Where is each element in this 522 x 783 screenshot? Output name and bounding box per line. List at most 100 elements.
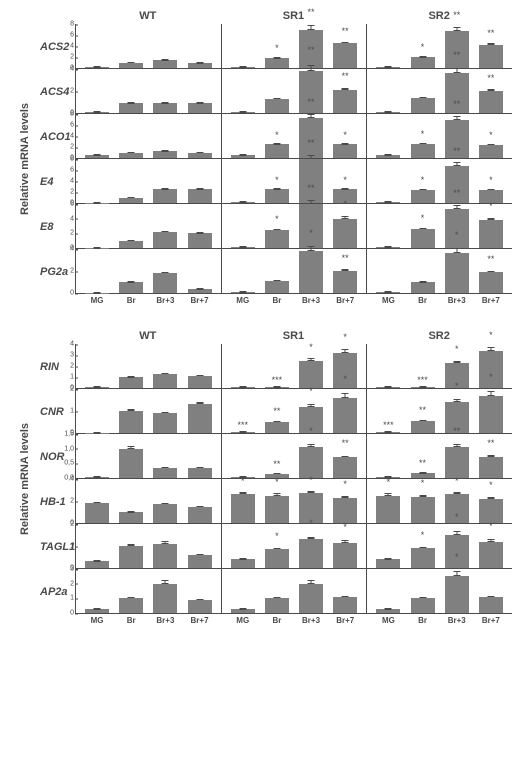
bar: * [411,497,435,523]
x-tick-label: Br+7 [330,616,360,625]
y-tick: 3 [60,352,74,359]
bar [188,600,212,613]
bar [85,609,109,613]
bar-subplot: 01234 [75,344,221,389]
bar [119,153,143,159]
x-tick-label: Br+3 [296,296,326,305]
bar [85,477,109,478]
significance-marker: ** [342,254,349,263]
significance-marker: ** [453,147,460,156]
bar-subplot: **** [366,69,512,114]
x-tick-label: MG [228,616,258,625]
y-tick: 4 [60,133,74,140]
significance-marker: * [309,427,313,436]
bar: *** [411,387,435,388]
bar [376,247,400,248]
bar-subplot: ******* [221,389,367,434]
bar [265,99,289,113]
bar: ** [333,271,357,293]
significance-marker: * [489,176,493,185]
bar [411,598,435,613]
bar-subplot: 02468 [75,114,221,159]
y-tick: 4 [60,215,74,222]
significance-marker: ** [419,459,426,468]
significance-marker: * [489,373,493,382]
significance-marker: ** [342,27,349,36]
x-tick-label: Br [262,296,292,305]
significance-marker: ** [487,29,494,38]
significance-marker: * [275,532,279,541]
chart-panel: WTSR1SR2Relative mRNA levelsACS202468***… [10,10,512,305]
x-tick-label: MG [82,616,112,625]
significance-marker: * [489,131,493,140]
bar: ** [411,421,435,433]
bar [188,233,212,248]
bar: *** [231,432,255,433]
y-tick: 6 [60,201,74,208]
bar [153,189,177,203]
significance-marker: * [343,480,347,489]
bar [119,241,143,248]
y-tick: 4 [60,476,74,483]
bar-subplot: ******* [366,389,512,434]
y-tick: 4 [60,178,74,185]
bar: ** [445,447,469,478]
bar [188,189,212,203]
significance-marker: * [455,382,459,391]
y-tick: 2 [60,189,74,196]
bar [85,387,109,388]
significance-marker: * [309,343,313,352]
bar [119,512,143,523]
significance-marker: * [455,553,459,562]
bar: * [479,499,503,523]
significance-marker: * [343,333,347,342]
bar [188,63,212,68]
y-axis-label: Relative mRNA levels [19,103,31,215]
bar-subplot: 0246 [75,204,221,249]
y-tick: 1 [60,595,74,602]
significance-marker: ** [487,255,494,264]
significance-marker: ** [487,439,494,448]
bar: * [333,219,357,248]
x-tick-label: Br [262,616,292,625]
bar: *** [376,432,400,433]
significance-marker: * [421,479,425,488]
bar [231,112,255,113]
bar: * [265,58,289,68]
bar-subplot: 0,00,51,01,5 [75,434,221,479]
bar: * [265,230,289,248]
significance-marker: * [489,202,493,211]
bar [119,546,143,568]
bar [119,598,143,613]
bar [119,198,143,204]
bar-subplot: 02468 [75,159,221,204]
bar [119,282,143,293]
y-tick: 4 [60,43,74,50]
bar [299,584,323,613]
bar [479,597,503,613]
bar: * [299,539,323,568]
bar-subplot: ***** [366,24,512,69]
bar: * [333,144,357,158]
significance-marker: * [309,387,313,396]
y-tick: 1,5 [60,431,74,438]
significance-marker: * [421,176,425,185]
bar-subplot: 02468 [75,24,221,69]
bar: ** [479,45,503,68]
significance-marker: * [309,229,313,238]
bar-subplot: 0123 [75,569,221,614]
x-tick-label: MG [82,296,112,305]
bar [376,112,400,113]
y-tick: 2 [60,88,74,95]
bar: * [265,496,289,524]
y-tick: 2 [60,54,74,61]
bar: ** [265,422,289,433]
bar: * [411,229,435,248]
bar [376,155,400,158]
bar [188,153,212,159]
bar [153,60,177,68]
bar [153,504,177,523]
x-tick-label: Br [408,616,438,625]
bar [119,103,143,113]
bar: * [299,447,323,478]
